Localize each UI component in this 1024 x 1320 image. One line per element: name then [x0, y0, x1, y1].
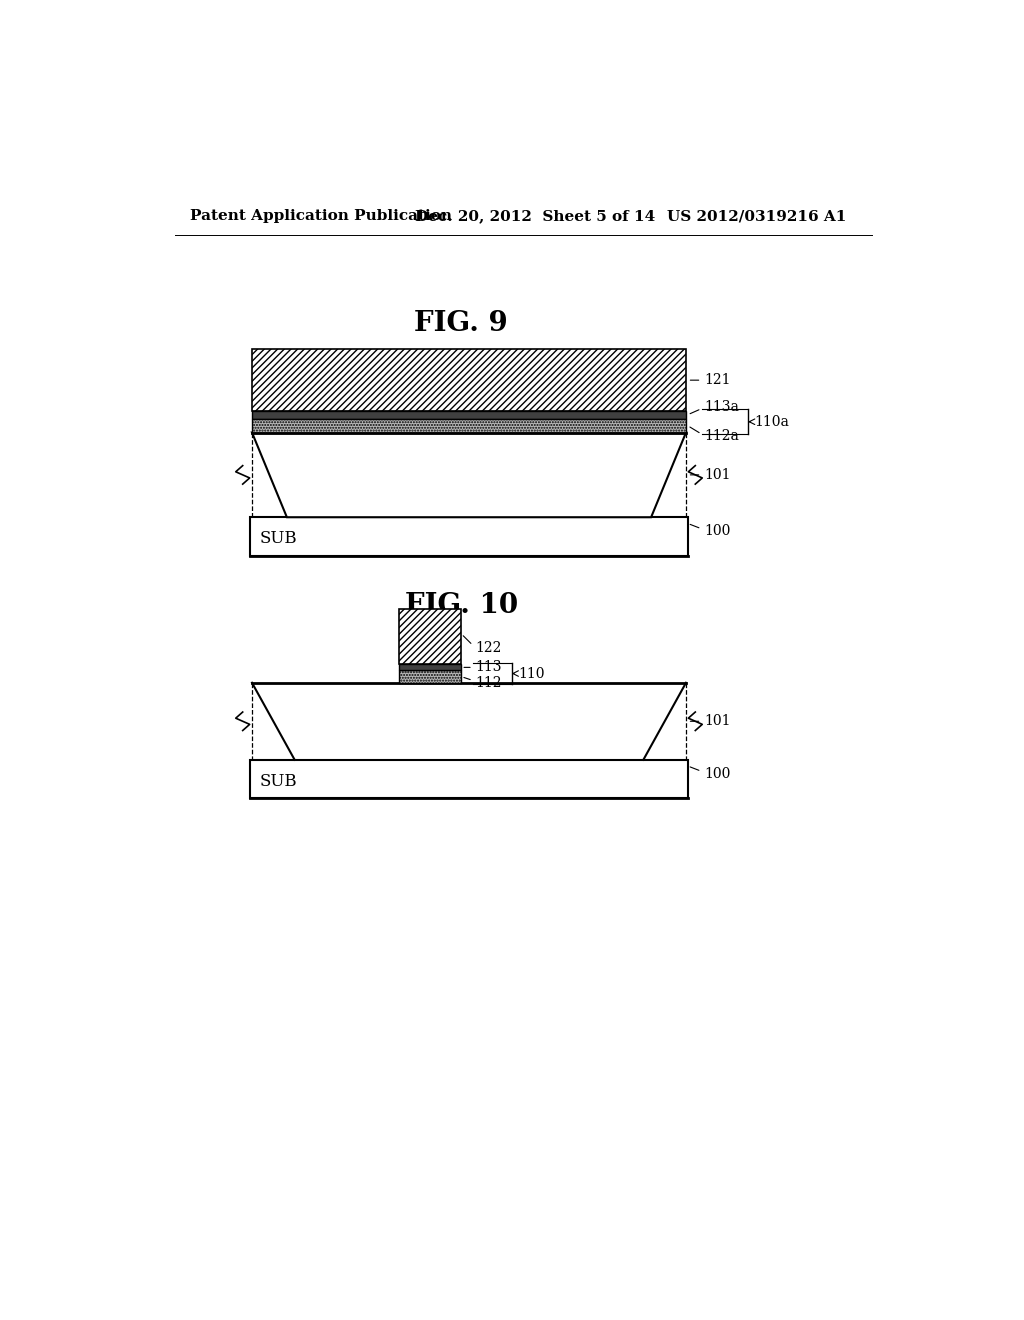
Text: US 2012/0319216 A1: US 2012/0319216 A1 — [667, 209, 846, 223]
Text: Patent Application Publication: Patent Application Publication — [190, 209, 452, 223]
Text: FIG. 9: FIG. 9 — [415, 310, 508, 338]
Text: 110a: 110a — [755, 414, 790, 429]
Text: 113a: 113a — [703, 400, 738, 414]
Text: 101: 101 — [703, 467, 730, 482]
Text: 100: 100 — [703, 524, 730, 539]
Text: SUB: SUB — [260, 772, 297, 789]
Text: 100: 100 — [703, 767, 730, 780]
Polygon shape — [252, 433, 686, 517]
Bar — [399, 609, 461, 664]
Bar — [251, 760, 687, 799]
Text: 112a: 112a — [703, 429, 738, 444]
Bar — [399, 671, 461, 682]
Text: 110: 110 — [518, 667, 545, 681]
Text: Dec. 20, 2012  Sheet 5 of 14: Dec. 20, 2012 Sheet 5 of 14 — [415, 209, 655, 223]
Bar — [252, 411, 686, 418]
Text: FIG. 10: FIG. 10 — [404, 593, 518, 619]
Text: 122: 122 — [475, 640, 502, 655]
Bar — [399, 664, 461, 671]
Text: 113: 113 — [475, 660, 502, 675]
Text: 112: 112 — [475, 676, 502, 690]
Text: 101: 101 — [703, 714, 730, 729]
Bar — [251, 517, 687, 556]
Text: 121: 121 — [703, 374, 730, 387]
Bar — [252, 350, 686, 411]
Text: SUB: SUB — [260, 531, 297, 548]
Bar — [252, 418, 686, 433]
